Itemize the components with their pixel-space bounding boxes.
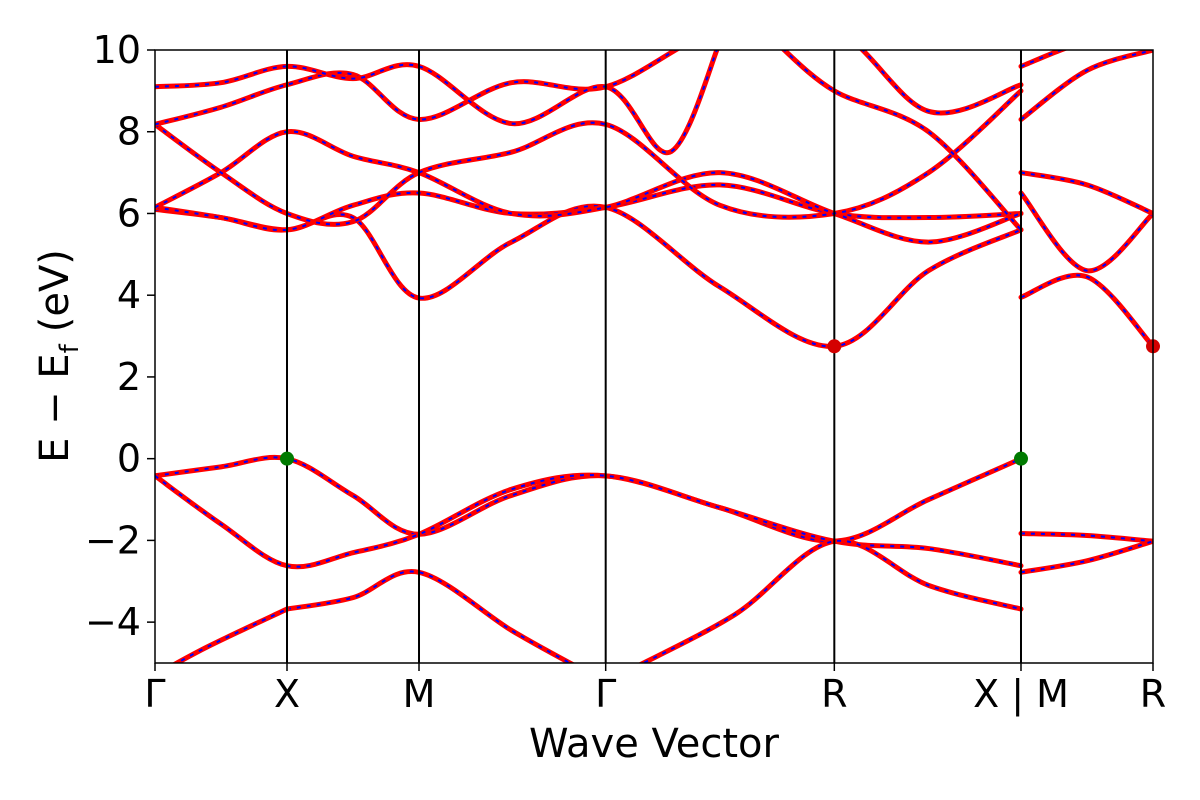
band-9-segment-0-dash: [155, 50, 718, 154]
band-2-segment-1: [637, 538, 1024, 663]
band-8-segment-1-dash: [1020, 50, 1064, 68]
band-4-segment-0: [155, 203, 1024, 349]
y-tick-label-2: 0: [117, 437, 141, 481]
band-8-segment-1: [1018, 50, 1069, 69]
band-8-segment-0-dash: [155, 50, 1022, 126]
x-tick-label-0: Γ: [144, 672, 165, 716]
band-5-segment-1-dash: [1020, 192, 1153, 272]
band-2-segment-1-dash: [641, 539, 1022, 663]
x-tick-label-5: X | M: [973, 672, 1069, 717]
band-4-segment-0-dash: [155, 205, 1022, 348]
x-tick-label-6: R: [1140, 672, 1166, 716]
plot-frame: [154, 49, 1154, 664]
band-6-segment-1: [1018, 170, 1153, 216]
band-9-segment-1-dash: [782, 50, 1022, 231]
band-3-segment-0: [171, 606, 290, 663]
band-1-segment-1-dash: [1020, 540, 1153, 574]
band-9-segment-0: [155, 50, 720, 155]
y-tick-label-4: 4: [117, 273, 141, 317]
band-0-segment-0-dash: [155, 456, 1022, 543]
band-6-segment-0-dash: [155, 130, 1022, 244]
y-axis-label-subscript: f: [55, 343, 85, 353]
band-7-segment-0-dash: [155, 90, 1022, 226]
y-axis-label-main: E − E: [32, 353, 78, 463]
band-0-segment-1: [1018, 530, 1153, 544]
x-axis-label: Wave Vector: [529, 721, 780, 767]
x-tick-label-1: X: [274, 672, 300, 716]
band-7-segment-1-dash: [1020, 50, 1153, 121]
x-tick-label-4: R: [821, 672, 847, 716]
band-8-segment-0: [155, 50, 1024, 127]
y-tick-label-0: −4: [85, 600, 141, 644]
y-tick-label-3: 2: [117, 355, 141, 399]
y-tick-label-5: 6: [117, 191, 141, 235]
vbm-marker-0: [280, 451, 295, 466]
band-3-segment-0-dash: [174, 608, 288, 663]
y-tick-label-6: 8: [117, 110, 141, 154]
band-1-segment-1: [1018, 538, 1153, 575]
vbm-marker-1: [1013, 451, 1028, 466]
band-6-segment-0: [155, 129, 1024, 245]
band-lines: [155, 50, 1153, 663]
y-axis-label: E − Ef (eV): [32, 249, 85, 463]
x-tick-label-3: Γ: [595, 672, 616, 716]
cbm-marker-0: [827, 339, 842, 354]
y-tick-label-1: −2: [85, 518, 141, 562]
x-tick-label-2: M: [403, 672, 436, 716]
high-symmetry-lines: [286, 50, 1022, 663]
band-4-segment-1-dash: [1020, 274, 1153, 347]
band-6-segment-1-dash: [1020, 171, 1153, 215]
y-axis-ticks: −4 −2 0 2 4 6 8 10: [85, 28, 155, 644]
band-edge-markers: [280, 339, 1160, 466]
band-2-segment-0-dash: [286, 570, 573, 663]
y-axis-label-unit: (eV): [32, 249, 78, 332]
band-0-segment-0: [155, 454, 1024, 544]
band-2-segment-0: [284, 569, 576, 663]
band-5-segment-0: [155, 182, 1024, 233]
band-4-segment-1: [1018, 272, 1153, 349]
x-axis-ticks: Γ X M Γ R X | M R: [144, 663, 1166, 717]
y-tick-label-7: 10: [93, 28, 141, 72]
band-9-segment-1: [780, 50, 1024, 233]
